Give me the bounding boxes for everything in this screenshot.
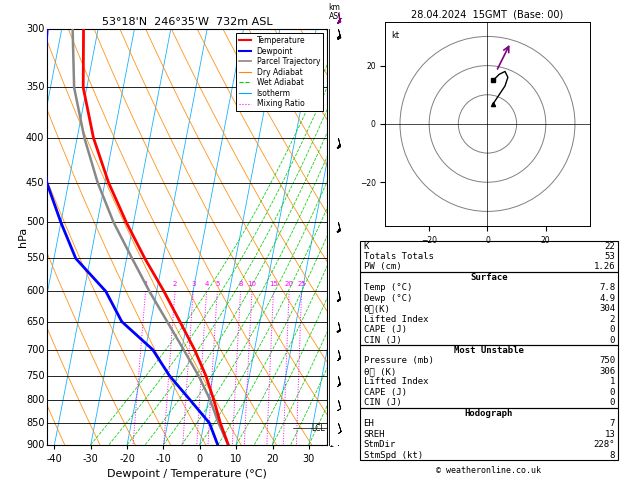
Text: 4.9: 4.9 xyxy=(599,294,615,303)
Text: StmSpd (kt): StmSpd (kt) xyxy=(364,451,423,460)
Text: 6: 6 xyxy=(328,197,334,206)
Text: 750: 750 xyxy=(599,357,615,365)
Text: 7.8: 7.8 xyxy=(599,283,615,293)
Legend: Temperature, Dewpoint, Parcel Trajectory, Dry Adiabat, Wet Adiabat, Isotherm, Mi: Temperature, Dewpoint, Parcel Trajectory… xyxy=(236,33,323,111)
Text: SREH: SREH xyxy=(364,430,385,439)
Text: 5: 5 xyxy=(215,281,220,287)
Text: EH: EH xyxy=(364,419,374,428)
Text: Lifted Index: Lifted Index xyxy=(364,377,428,386)
Text: θᴇ (K): θᴇ (K) xyxy=(364,367,396,376)
Text: Surface: Surface xyxy=(470,273,508,282)
Title: 28.04.2024  15GMT  (Base: 00): 28.04.2024 15GMT (Base: 00) xyxy=(411,10,564,20)
Text: 600: 600 xyxy=(26,286,45,296)
Text: 450: 450 xyxy=(26,177,45,188)
Text: CIN (J): CIN (J) xyxy=(364,399,401,407)
Text: Most Unstable: Most Unstable xyxy=(454,346,524,355)
Text: 8: 8 xyxy=(610,451,615,460)
Text: Pressure (mb): Pressure (mb) xyxy=(364,357,433,365)
Text: 10: 10 xyxy=(247,281,257,287)
Text: 0: 0 xyxy=(610,325,615,334)
Text: hPa: hPa xyxy=(18,227,28,247)
Text: 228°: 228° xyxy=(594,440,615,449)
Title: 53°18'N  246°35'W  732m ASL: 53°18'N 246°35'W 732m ASL xyxy=(102,17,272,27)
Text: 53: 53 xyxy=(604,252,615,261)
Text: 550: 550 xyxy=(26,253,45,263)
Text: 25: 25 xyxy=(298,281,306,287)
Text: km
ASL: km ASL xyxy=(328,3,343,21)
Text: 13: 13 xyxy=(604,430,615,439)
Text: 350: 350 xyxy=(26,83,45,92)
Text: CAPE (J): CAPE (J) xyxy=(364,325,406,334)
Text: 700: 700 xyxy=(26,345,45,355)
Text: 7: 7 xyxy=(610,419,615,428)
Text: Dewp (°C): Dewp (°C) xyxy=(364,294,412,303)
Text: 400: 400 xyxy=(26,133,45,143)
Text: CAPE (J): CAPE (J) xyxy=(364,388,406,397)
Text: θᴇ(K): θᴇ(K) xyxy=(364,304,391,313)
Text: kt: kt xyxy=(391,31,399,40)
Text: 800: 800 xyxy=(26,395,45,405)
Text: 304: 304 xyxy=(599,304,615,313)
Text: 1: 1 xyxy=(143,281,148,287)
Text: 1: 1 xyxy=(610,377,615,386)
Text: 0: 0 xyxy=(610,388,615,397)
Text: Totals Totals: Totals Totals xyxy=(364,252,433,261)
Text: 2: 2 xyxy=(610,315,615,324)
Text: 300: 300 xyxy=(26,24,45,34)
Text: 20: 20 xyxy=(285,281,294,287)
Text: 900: 900 xyxy=(26,440,45,450)
Text: 15: 15 xyxy=(269,281,278,287)
Text: CIN (J): CIN (J) xyxy=(364,335,401,345)
Text: 0: 0 xyxy=(610,335,615,345)
Text: 3: 3 xyxy=(328,346,334,355)
Text: 7: 7 xyxy=(328,143,334,152)
Text: 1.26: 1.26 xyxy=(594,262,615,272)
Text: LCL: LCL xyxy=(311,424,325,433)
Text: 4: 4 xyxy=(204,281,209,287)
Text: 850: 850 xyxy=(26,418,45,428)
Text: 5: 5 xyxy=(328,248,334,257)
Text: K: K xyxy=(364,242,369,251)
Text: Temp (°C): Temp (°C) xyxy=(364,283,412,293)
Text: Hodograph: Hodograph xyxy=(465,409,513,418)
Text: © weatheronline.co.uk: © weatheronline.co.uk xyxy=(437,466,541,475)
Text: 4: 4 xyxy=(328,291,334,300)
Text: 306: 306 xyxy=(599,367,615,376)
Text: 8: 8 xyxy=(238,281,243,287)
Text: 3: 3 xyxy=(191,281,196,287)
Text: 0: 0 xyxy=(610,399,615,407)
Text: StmDir: StmDir xyxy=(364,440,396,449)
Text: PW (cm): PW (cm) xyxy=(364,262,401,272)
Text: 1: 1 xyxy=(328,440,334,449)
X-axis label: Dewpoint / Temperature (°C): Dewpoint / Temperature (°C) xyxy=(107,469,267,479)
Text: 2: 2 xyxy=(328,393,334,402)
Text: Lifted Index: Lifted Index xyxy=(364,315,428,324)
Text: 2: 2 xyxy=(173,281,177,287)
Text: 500: 500 xyxy=(26,217,45,227)
Text: 22: 22 xyxy=(604,242,615,251)
Text: 650: 650 xyxy=(26,316,45,327)
Text: 750: 750 xyxy=(26,371,45,381)
